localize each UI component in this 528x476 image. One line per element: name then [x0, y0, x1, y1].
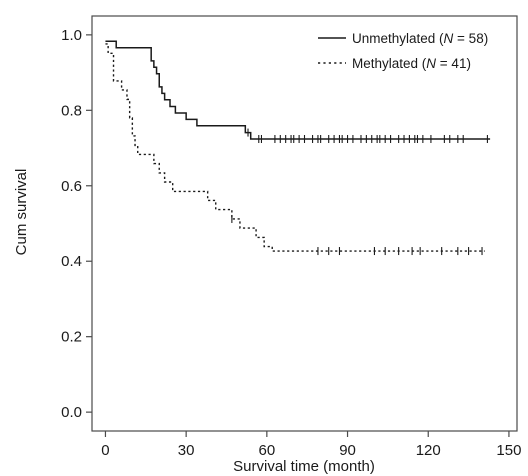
y-axis-title: Cum survival [13, 169, 30, 256]
x-axis: 0 30 60 90 120 150 [101, 431, 521, 459]
series-unmethylated [105, 40, 491, 143]
y-tick-label: 0.4 [61, 253, 82, 270]
y-tick-label: 0.8 [61, 102, 82, 119]
legend-suffix: = 58) [453, 31, 488, 46]
legend-suffix: = 41) [436, 56, 471, 71]
x-tick-label: 150 [496, 442, 521, 459]
x-tick-label: 90 [339, 442, 356, 459]
series-methylated [105, 43, 485, 256]
series-line [105, 40, 491, 140]
legend-label: Methylated (N = 41) [352, 56, 471, 71]
legend: Unmethylated (N = 58)Methylated (N = 41) [318, 31, 488, 71]
x-tick-label: 60 [258, 442, 275, 459]
plot-frame [91, 15, 518, 432]
x-tick-label: 30 [178, 442, 195, 459]
legend-prefix: Unmethylated ( [352, 31, 444, 46]
y-tick-label: 0.0 [61, 404, 82, 421]
x-tick-label: 0 [101, 442, 109, 459]
y-tick-label: 0.2 [61, 329, 82, 346]
series-layer [105, 40, 491, 256]
legend-label: Unmethylated (N = 58) [352, 31, 488, 46]
y-tick-label: 0.6 [61, 178, 82, 195]
x-tick-label: 120 [416, 442, 441, 459]
y-axis: 0.0 0.2 0.4 0.6 0.8 1.0 [61, 27, 92, 421]
legend-prefix: Methylated ( [352, 56, 427, 71]
legend-n: N [444, 31, 454, 46]
y-tick-label: 1.0 [61, 27, 82, 44]
x-axis-title: Survival time (month) [233, 458, 375, 475]
series-line [105, 43, 485, 252]
legend-n: N [426, 56, 436, 71]
